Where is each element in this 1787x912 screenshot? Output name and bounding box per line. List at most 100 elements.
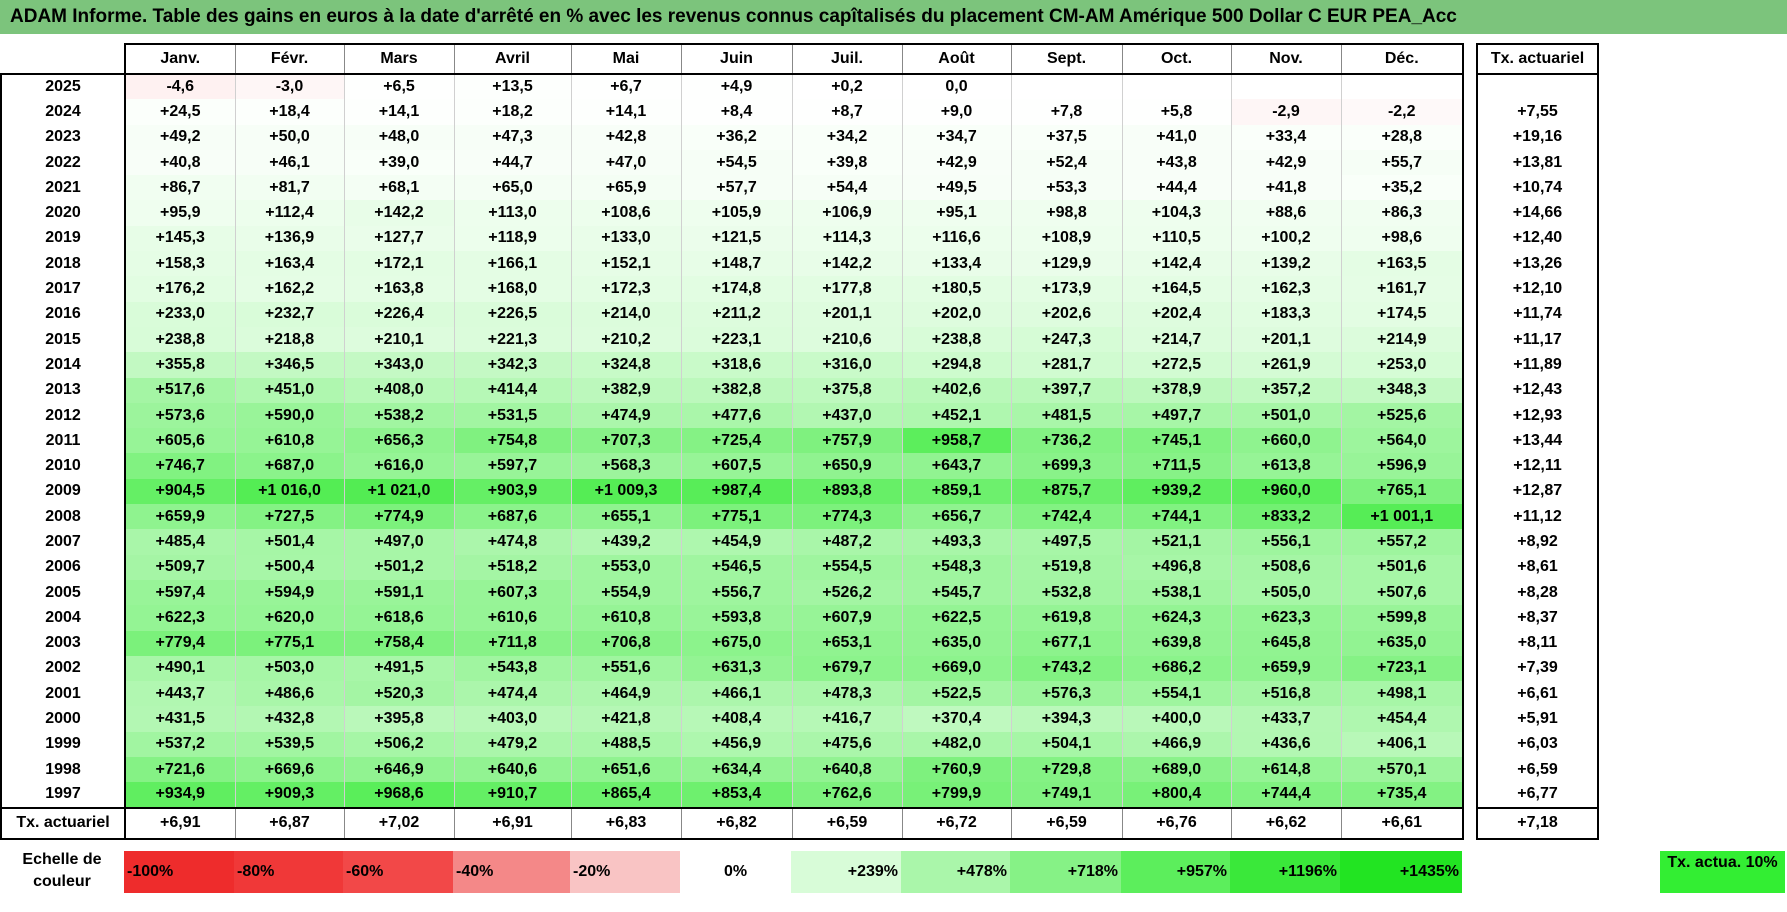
column-header: Janv. (124, 43, 235, 75)
footer-value-cell: +6,83 (570, 806, 681, 840)
table-row: 1997 +934,9 +909,3 +968,6 +910,7 +865,4 +853,4… (0, 782, 1599, 809)
actuarial-cell: +8,61 (1476, 554, 1599, 580)
column-gap (1463, 504, 1477, 530)
value-cell: +161,7 (1340, 276, 1464, 302)
value-cell: +7,8 (1010, 99, 1122, 125)
value-cell: +687,0 (234, 453, 344, 479)
actuarial-cell: +6,59 (1476, 757, 1599, 783)
value-cell: +88,6 (1230, 200, 1341, 226)
value-cell: +711,5 (1121, 453, 1231, 479)
value-cell: +968,6 (343, 782, 454, 809)
value-cell: +40,8 (124, 149, 235, 176)
value-cell: +49,5 (901, 175, 1011, 201)
value-cell: +24,5 (124, 99, 235, 125)
year-cell: 2018 (0, 251, 126, 277)
value-cell: +272,5 (1121, 352, 1231, 378)
column-gap (1463, 326, 1477, 353)
value-cell: +833,2 (1230, 504, 1341, 530)
value-cell: +554,9 (570, 579, 681, 606)
value-cell: +539,5 (234, 731, 344, 758)
value-cell: +656,7 (901, 504, 1011, 530)
table-row: 2008 +659,9 +727,5 +774,9 +687,6 +655,1 +775,1… (0, 504, 1599, 530)
year-cell: 2000 (0, 706, 126, 732)
value-cell: +939,2 (1121, 478, 1231, 505)
table-row: 2020 +95,9 +112,4 +142,2 +113,0 +108,6 +105,9 +… (0, 200, 1599, 226)
column-gap (1463, 124, 1477, 150)
year-cell: 2004 (0, 605, 126, 631)
value-cell: +183,3 (1230, 301, 1341, 327)
value-cell (1010, 74, 1122, 100)
value-cell: +382,9 (570, 377, 681, 403)
column-gap (1463, 757, 1477, 783)
value-cell: +105,9 (680, 200, 792, 226)
value-cell: +659,9 (124, 504, 235, 530)
value-cell: +400,0 (1121, 706, 1231, 732)
value-cell: +904,5 (124, 478, 235, 505)
value-cell: +28,8 (1340, 124, 1464, 150)
value-cell: +39,0 (343, 149, 454, 176)
value-cell: +491,5 (343, 655, 454, 682)
value-cell: 0,0 (901, 74, 1011, 100)
value-cell: +202,4 (1121, 301, 1231, 327)
value-cell: +437,0 (791, 402, 902, 429)
value-cell: +416,7 (791, 706, 902, 732)
value-cell: +65,9 (570, 175, 681, 201)
column-header: Mars (343, 43, 454, 75)
value-cell: +142,2 (343, 200, 454, 226)
value-cell: +509,7 (124, 554, 235, 580)
column-gap (1463, 225, 1477, 252)
value-cell: +505,0 (1230, 579, 1341, 606)
value-cell: +623,3 (1230, 605, 1341, 631)
value-cell: +108,9 (1010, 225, 1122, 252)
value-cell: +607,5 (680, 453, 792, 479)
column-gap (1463, 630, 1477, 656)
actuarial-column-header: Tx. actuariel (1476, 43, 1599, 75)
column-header: Juin (680, 43, 792, 75)
value-cell: +501,6 (1340, 554, 1464, 580)
value-cell: +520,3 (343, 681, 454, 707)
value-cell: +53,3 (1010, 175, 1122, 201)
value-cell: +218,8 (234, 326, 344, 353)
value-cell: +639,8 (1121, 630, 1231, 656)
value-cell: +114,3 (791, 225, 902, 252)
year-cell: 1998 (0, 757, 126, 783)
table-row: 2017 +176,2 +162,2 +163,8 +168,0 +172,3 +174,8… (0, 276, 1599, 302)
value-cell: +958,7 (901, 428, 1011, 454)
value-cell: +526,2 (791, 579, 902, 606)
value-cell: +433,7 (1230, 706, 1341, 732)
value-cell: +238,8 (901, 326, 1011, 353)
value-cell: +253,0 (1340, 352, 1464, 378)
column-gap (1463, 44, 1477, 74)
color-scale-step: +1435% (1340, 851, 1462, 893)
color-scale-step: +478% (901, 851, 1010, 893)
table-row: 2010 +746,7 +687,0 +616,0 +597,7 +568,3 +607,5… (0, 453, 1599, 479)
value-cell: +689,0 (1121, 757, 1231, 783)
color-scale-step: -100% (124, 851, 234, 893)
value-cell: +158,3 (124, 251, 235, 277)
table-row: 2003 +779,4 +775,1 +758,4 +711,8 +706,8 +675,0… (0, 630, 1599, 656)
value-cell: +343,0 (343, 352, 454, 378)
value-cell: +163,4 (234, 251, 344, 277)
value-cell: -2,9 (1230, 99, 1341, 125)
value-cell: +8,7 (791, 99, 902, 125)
value-cell: +466,9 (1121, 731, 1231, 758)
value-cell: +706,8 (570, 630, 681, 656)
value-cell: +503,0 (234, 655, 344, 682)
value-cell: +573,6 (124, 402, 235, 429)
color-scale-step: -60% (343, 851, 453, 893)
value-cell: +13,5 (453, 74, 571, 100)
value-cell: +687,6 (453, 504, 571, 530)
value-cell: +909,3 (234, 782, 344, 809)
value-cell: +408,4 (680, 706, 792, 732)
value-cell: +100,2 (1230, 225, 1341, 252)
actuarial-10-swatch: Tx. actua. 10% (1660, 851, 1785, 893)
column-gap (1463, 149, 1477, 176)
value-cell: +452,1 (901, 402, 1011, 429)
value-cell: +721,6 (124, 757, 235, 783)
actuarial-cell: +14,66 (1476, 200, 1599, 226)
actuarial-cell: +8,92 (1476, 529, 1599, 555)
value-cell: +202,6 (1010, 301, 1122, 327)
value-cell: +620,0 (234, 605, 344, 631)
year-cell: 2016 (0, 301, 126, 327)
value-cell: +42,9 (901, 149, 1011, 176)
